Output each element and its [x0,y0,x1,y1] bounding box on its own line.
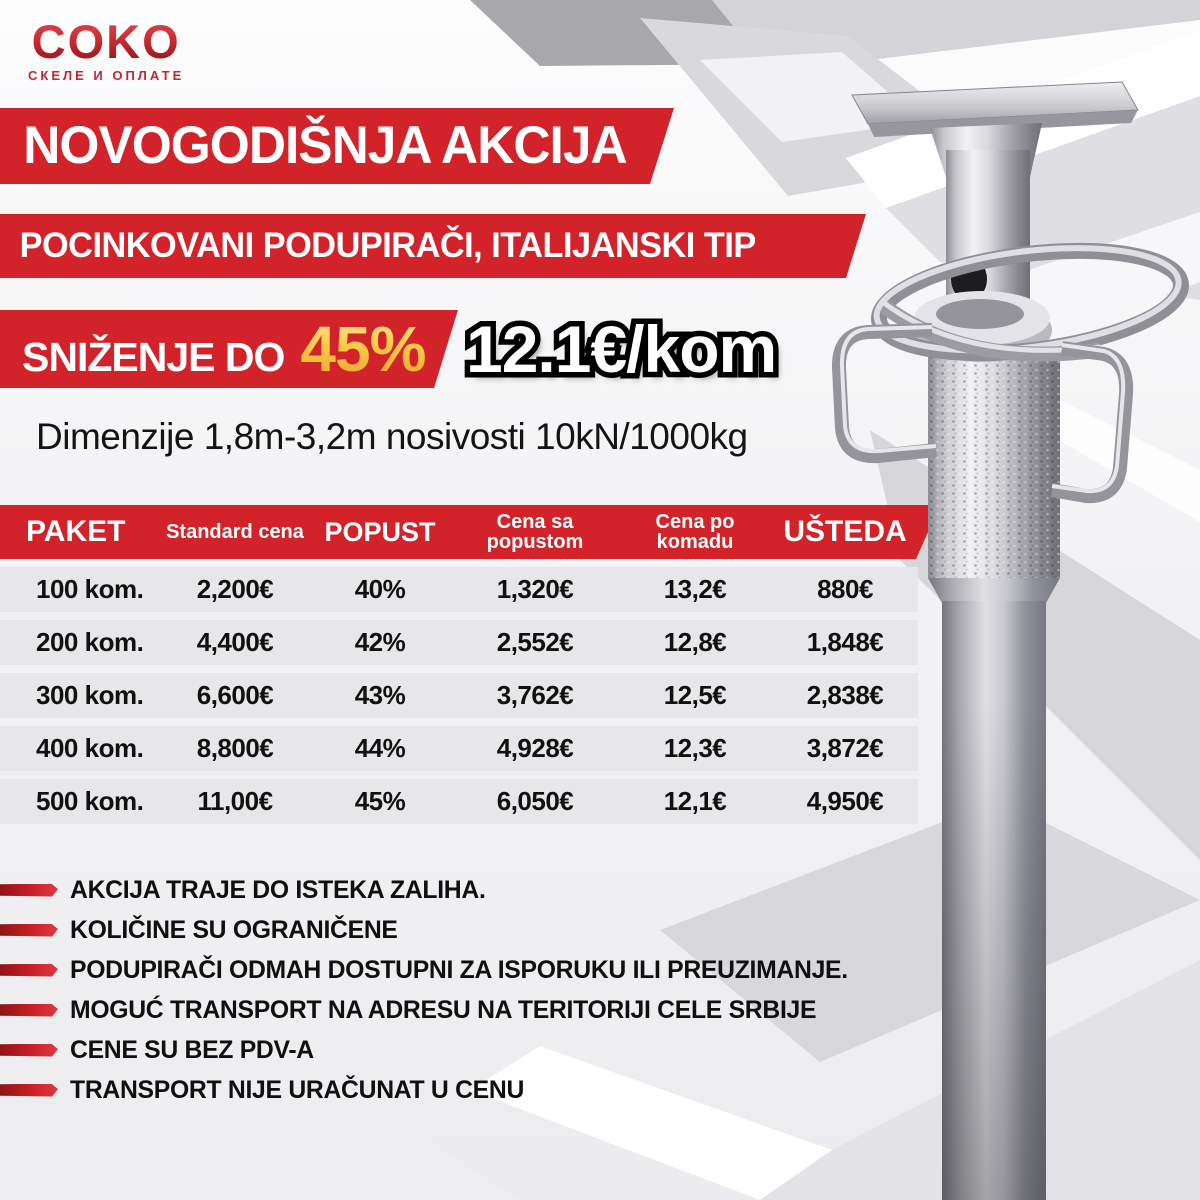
note-item: CENE SU BEZ PDV-A [0,1030,856,1070]
header-cell-usteda: UŠTEDA [783,515,907,548]
table-header: PAKET Standard cena POPUST Cena sa popus… [0,505,940,559]
header-cell-paket: PAKET [26,515,126,548]
headline-text: NOVOGODIŠNJA AKCIJA [23,116,627,175]
brand-subtitle: СКЕЛЕ И ОПЛАТЕ [28,68,185,83]
cell-cena-po-komadu: 12,8€ [663,627,727,657]
cell-standard-cena: 8,800€ [196,733,274,763]
cell-paket: 300 kom. [36,680,144,710]
cell-paket: 100 kom. [36,574,144,604]
bullet-dash-icon [0,1043,58,1057]
discount-value: 45% [300,310,425,388]
table-row: 500 kom. 11,00€ 45% 6,050€ 12,1€ 4,950€ [0,779,918,824]
discount-banner: SNIŽENJE DO 45% [0,310,458,388]
table-row: 300 kom. 6,600€ 43% 3,762€ 12,5€ 2,838€ [0,673,918,718]
bullet-dash-icon [0,923,58,937]
headline-banner: NOVOGODIŠNJA AKCIJA [0,108,674,184]
cell-cena-sa-popustom: 6,050€ [496,786,574,816]
cell-standard-cena: 4,400€ [196,627,274,657]
header-cell-cena-sa-popustom: Cena sa popustom [486,511,584,553]
bullet-dash-icon [0,1083,58,1097]
unit-price-text: 12.1€/kom [466,312,777,386]
note-text: MOGUĆ TRANSPORT NA ADRESU NA TERITORIJI … [70,995,817,1024]
unit-price-outline: 12.1€/kom [460,307,782,392]
table-row: 100 kom. 2,200€ 40% 1,320€ 13,2€ 880€ [0,567,918,612]
note-item: PODUPIRAČI ODMAH DOSTUPNI ZA ISPORUKU IL… [0,950,856,990]
cell-usteda: 3,872€ [806,733,884,763]
subheadline-text: POCINKOVANI PODUPIRAČI, ITALIJANSKI TIP [19,226,756,265]
unit-price: 12.1€/kom 12.1€/kom [460,303,886,395]
header-cell-popust: POPUST [324,516,436,547]
cell-cena-sa-popustom: 1,320€ [496,574,574,604]
brand-logo: COKO СКЕЛЕ И ОПЛАТЕ [28,18,184,83]
bullet-dash-icon [0,963,58,977]
specs-line: Dimenzije 1,8m-3,2m nosivosti 10kN/1000k… [36,416,748,457]
price-table: PAKET Standard cena POPUST Cena sa popus… [0,505,940,824]
bullet-dash-icon [0,1003,58,1017]
cell-cena-sa-popustom: 2,552€ [496,627,574,657]
cell-popust: 44% [354,733,406,763]
note-text: TRANSPORT NIJE URAČUNAT U CENU [70,1075,525,1104]
cell-popust: 40% [354,574,406,604]
cell-paket: 500 kom. [36,786,144,816]
cell-cena-sa-popustom: 3,762€ [496,680,574,710]
cell-standard-cena: 2,200€ [196,574,274,604]
cell-cena-sa-popustom: 4,928€ [496,733,574,763]
notes-list: AKCIJA TRAJE DO ISTEKA ZALIHA. KOLIČINE … [0,870,856,1110]
cell-standard-cena: 11,00€ [197,786,273,816]
cell-paket: 400 kom. [36,733,144,763]
subheadline-banner: POCINKOVANI PODUPIRAČI, ITALIJANSKI TIP [0,214,866,278]
discount-label: SNIŽENJE DO [22,334,285,380]
note-item: MOGUĆ TRANSPORT NA ADRESU NA TERITORIJI … [0,990,856,1030]
note-text: PODUPIRAČI ODMAH DOSTUPNI ZA ISPORUKU IL… [70,955,848,984]
note-item: TRANSPORT NIJE URAČUNAT U CENU [0,1070,856,1110]
cell-usteda: 1,848€ [806,627,884,657]
cell-popust: 43% [354,680,406,710]
note-text: CENE SU BEZ PDV-A [70,1035,314,1064]
cell-standard-cena: 6,600€ [196,680,274,710]
cell-cena-po-komadu: 13,2€ [663,574,727,604]
cell-paket: 200 kom. [36,627,144,657]
header-cell-cena-po-komadu: Cena po komadu [655,511,735,553]
brand-name: COKO [28,18,184,65]
table-row: 200 kom. 4,400€ 42% 2,552€ 12,8€ 1,848€ [0,620,918,665]
cell-popust: 42% [354,627,406,657]
bullet-dash-icon [0,883,58,897]
note-item: AKCIJA TRAJE DO ISTEKA ZALIHA. [0,870,856,910]
header-cell-standard-cena: Standard cena [166,521,304,543]
cell-cena-po-komadu: 12,1€ [663,786,727,816]
cell-cena-po-komadu: 12,5€ [663,680,727,710]
note-item: KOLIČINE SU OGRANIČENE [0,910,856,950]
cell-cena-po-komadu: 12,3€ [663,733,727,763]
cell-popust: 45% [354,786,406,816]
table-row: 400 kom. 8,800€ 44% 4,928€ 12,3€ 3,872€ [0,726,918,771]
note-text: AKCIJA TRAJE DO ISTEKA ZALIHA. [70,875,486,904]
cell-usteda: 2,838€ [806,680,884,710]
cell-usteda: 4,950€ [806,786,884,816]
note-text: KOLIČINE SU OGRANIČENE [70,915,398,944]
cell-usteda: 880€ [817,574,873,604]
